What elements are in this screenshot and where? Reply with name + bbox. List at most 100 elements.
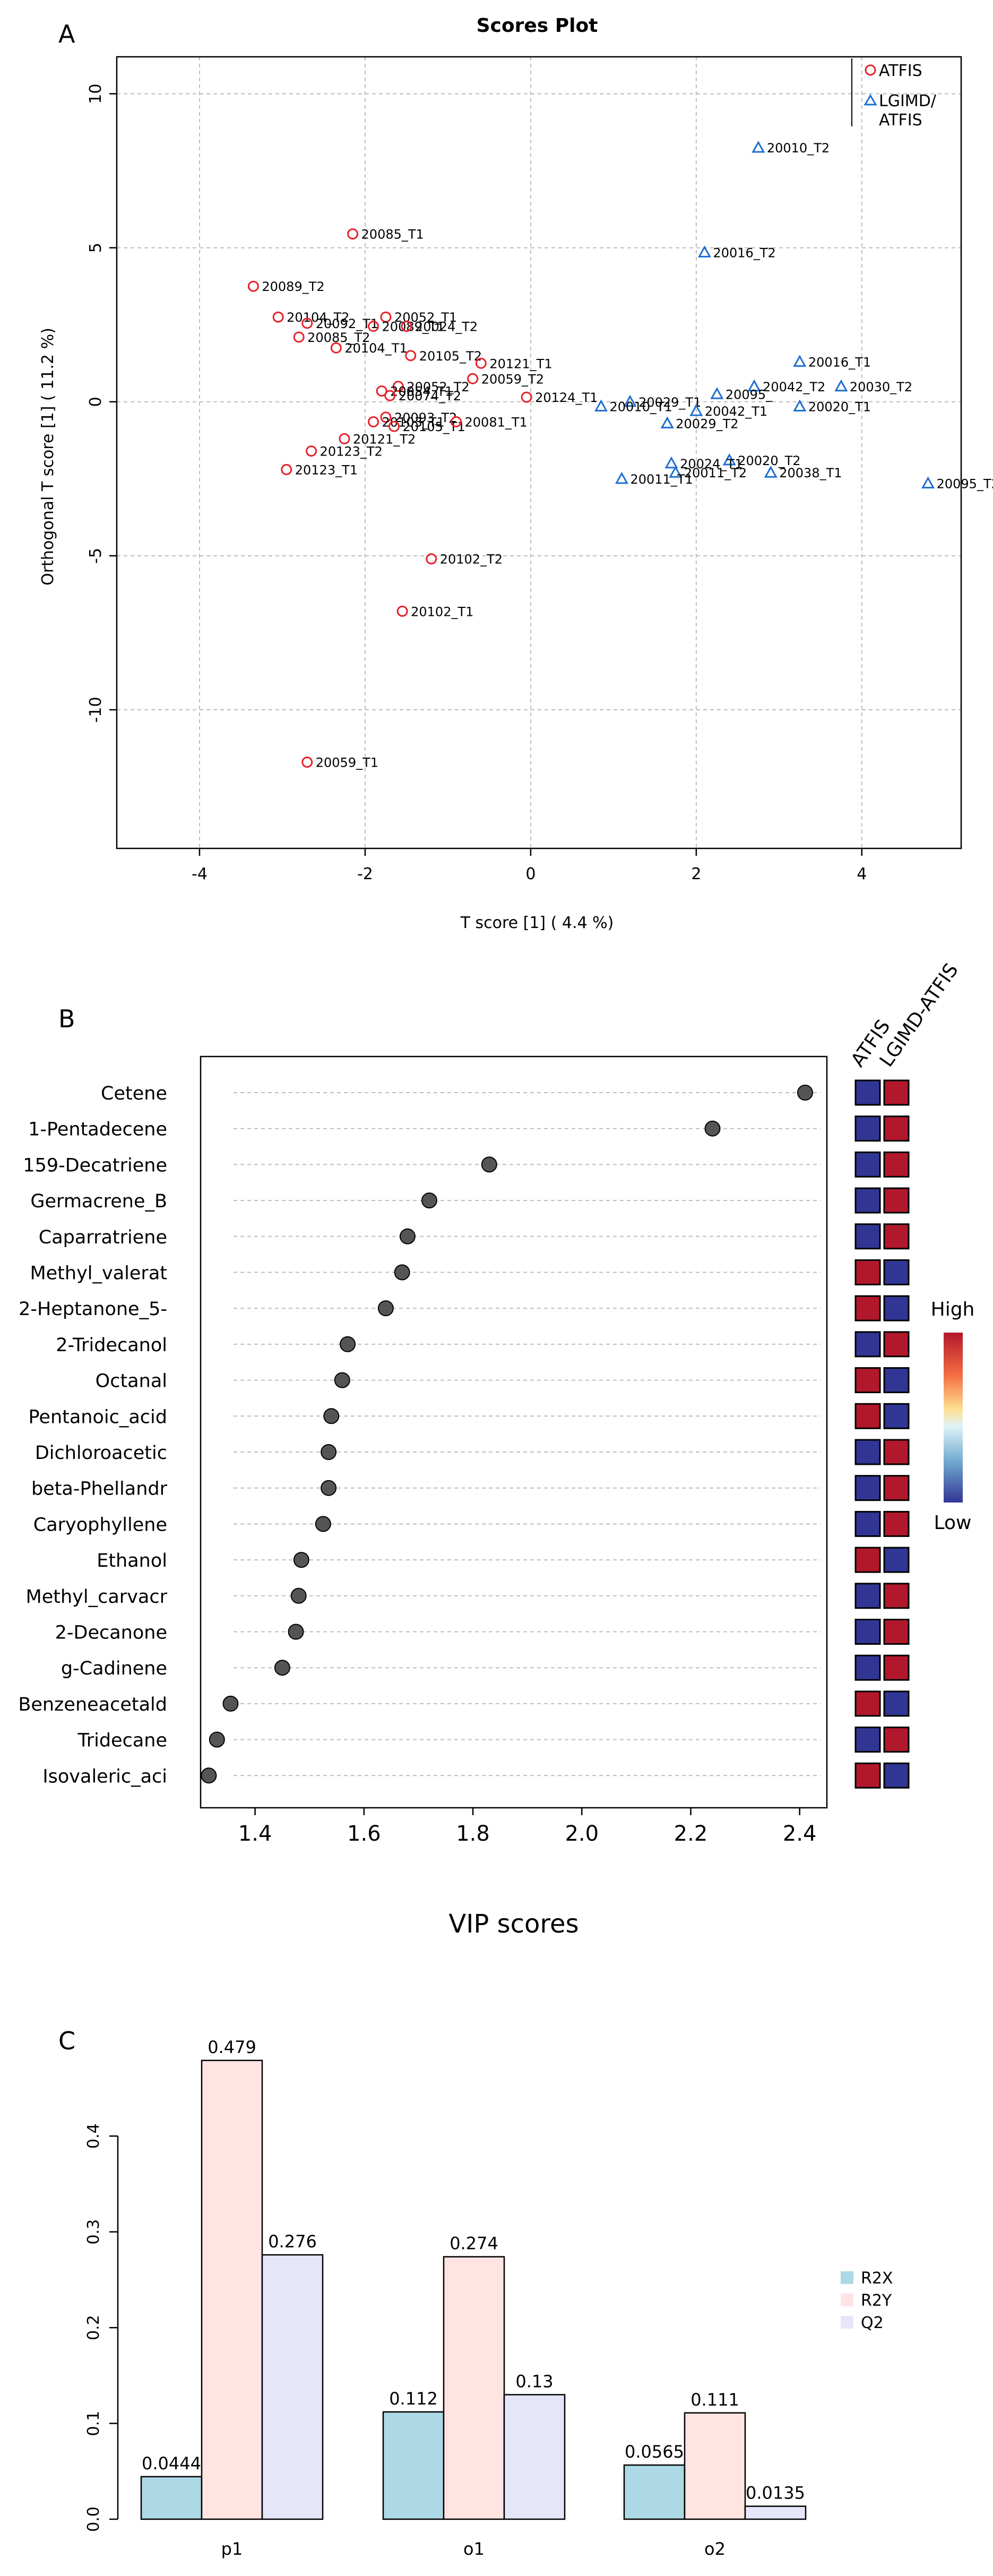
point-20010-t2: 20010_T2 — [752, 141, 830, 156]
feature-label: Caparratriene — [39, 1227, 167, 1248]
heatmap-cell — [883, 1547, 910, 1573]
point-marker — [752, 141, 765, 153]
legend-triangle-icon — [864, 94, 877, 106]
bar-q2-o2 — [744, 2505, 807, 2520]
point-label: 20042_T1 — [705, 404, 767, 419]
point-marker — [368, 416, 379, 427]
point-marker — [669, 466, 683, 478]
point-20020-t1: 20020_T1 — [793, 399, 871, 414]
heatmap-cell — [883, 1079, 910, 1106]
bar-r2x-p1 — [140, 2476, 203, 2520]
heatmap-cell — [883, 1690, 910, 1717]
vip-dot — [288, 1624, 304, 1640]
heatmap-cell — [854, 1079, 881, 1106]
point-label: 20029_T2 — [676, 416, 738, 431]
heatmap-cell — [854, 1510, 881, 1537]
point-marker — [426, 553, 437, 565]
x-tick-label: -2 — [357, 865, 373, 883]
heatmap-legend-bar — [944, 1333, 963, 1502]
point-marker — [293, 331, 305, 343]
point-label: 20095_ — [726, 387, 773, 402]
point-20038-t1: 20038_T1 — [764, 466, 842, 480]
bar-y-tick-label: 0.1 — [84, 2411, 103, 2436]
point-20105-t2: 20105_T2 — [405, 349, 482, 364]
heatmap-legend-low: Low — [934, 1512, 972, 1534]
point-20011-t2: 20011_T2 — [669, 466, 747, 480]
point-label: 20081_T1 — [465, 415, 528, 430]
heatmap-cell — [883, 1619, 910, 1645]
heatmap-cell — [854, 1295, 881, 1321]
point-20074-t2: 20074_T2 — [384, 389, 461, 403]
feature-label: 2-Tridecanol — [56, 1335, 167, 1356]
point-20123-t2: 20123_T2 — [306, 444, 383, 459]
point-label: 20059_T2 — [481, 372, 544, 387]
point-marker — [697, 245, 712, 257]
bar-value-label: 0.111 — [690, 2390, 739, 2410]
point-label: 20011_T2 — [684, 466, 747, 480]
point-label: 20089_T1 — [382, 320, 445, 334]
vip-x-tick-label: 2.2 — [674, 1822, 708, 1846]
bar-category-label: o2 — [704, 2539, 726, 2559]
vip-x-axis-label: VIP scores — [448, 1909, 578, 1939]
heatmap-cell — [854, 1187, 881, 1214]
vip-row-isovaleric-aci: Isovaleric_aci — [42, 1762, 910, 1789]
heatmap-cell — [854, 1331, 881, 1358]
heatmap-cell — [883, 1295, 910, 1321]
point-label: 20024_T2 — [415, 320, 478, 334]
legend-lgimd-atfis-label: LGIMD/ ATFIS — [879, 92, 941, 130]
point-label: 20024_T1 — [680, 457, 742, 471]
point-20095: 20095_ — [710, 387, 773, 402]
point-20029-t1: 20029_T1 — [623, 394, 701, 410]
vip-row-2-heptanone-5: 2-Heptanone_5- — [19, 1295, 910, 1321]
vip-x-tick-label: 1.8 — [456, 1822, 490, 1846]
point-label: 20020_T2 — [738, 453, 800, 468]
panel-a-letter: A — [58, 20, 75, 48]
scores-plot-x-axis-label: T score [1] ( 4.4 %) — [460, 914, 614, 932]
point-label: 20020_T1 — [808, 399, 871, 414]
point-20095-t2: 20095_T2 — [921, 476, 993, 492]
bar-category-label: p1 — [221, 2539, 243, 2559]
feature-label: Methyl_carvacr — [26, 1586, 168, 1608]
feature-label: Germacrene_B — [30, 1191, 167, 1212]
point-marker — [664, 456, 678, 469]
y-tick-label: -5 — [87, 548, 105, 564]
feature-label: Caryophyllene — [33, 1514, 167, 1535]
point-marker — [660, 416, 674, 428]
heatmap-cell — [883, 1510, 910, 1537]
point-label: 20123_T1 — [295, 462, 358, 477]
bar-y-tick-label: 0.3 — [84, 2219, 103, 2245]
heatmap-cell — [883, 1583, 910, 1609]
vip-row-octanal: Octanal — [96, 1367, 910, 1394]
heatmap-cell — [883, 1223, 910, 1250]
bar-value-label: 0.276 — [268, 2231, 317, 2252]
point-label: 20121_T2 — [353, 432, 416, 446]
heatmap-cell — [854, 1439, 881, 1465]
point-20030-t2: 20030_T2 — [834, 379, 912, 394]
point-label: 20102_T2 — [440, 552, 503, 567]
point-label: 20123_T2 — [320, 444, 383, 459]
vip-row-2-tridecanol: 2-Tridecanol — [56, 1331, 910, 1358]
point-marker — [834, 379, 848, 392]
point-marker — [380, 411, 392, 423]
heatmap-cell — [854, 1403, 881, 1429]
vip-row-159-decatriene: 159-Decatriene — [23, 1151, 910, 1178]
point-label: 20038_T1 — [779, 466, 842, 480]
point-label: 20121_T1 — [489, 356, 552, 371]
legend-swatch-q2 — [841, 2316, 853, 2329]
vip-dot — [222, 1695, 239, 1712]
vip-dot — [323, 1408, 340, 1424]
scores-plot-title: Scores Plot — [477, 15, 598, 37]
heatmap-cell — [854, 1367, 881, 1394]
vip-row-cetene: Cetene — [101, 1079, 910, 1106]
bar-value-label: 0.13 — [515, 2371, 553, 2391]
vip-plot-frame — [200, 1055, 828, 1809]
bar-q2-p1 — [261, 2254, 324, 2520]
point-label: 20102_T1 — [411, 604, 473, 619]
bar-legend: R2X R2Y Q2 — [841, 2269, 893, 2332]
point-label: 20089_T2 — [262, 279, 324, 294]
vip-row-1-pentadecene: 1-Pentadecene — [28, 1115, 910, 1142]
heatmap-cell — [883, 1762, 910, 1789]
panel-c-letter: C — [58, 2027, 75, 2055]
point-20092-t1: 20092_T1 — [301, 316, 378, 331]
heatmap-cell — [854, 1583, 881, 1609]
